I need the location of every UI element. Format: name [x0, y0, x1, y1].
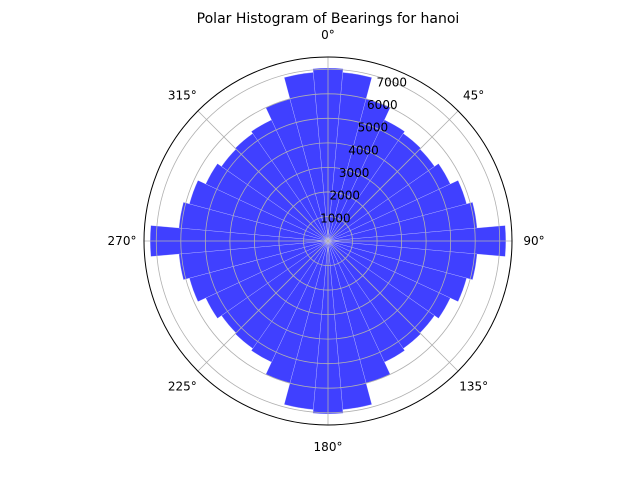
- angle-tick-label: 135°: [459, 380, 488, 394]
- angle-tick-label: 180°: [314, 440, 343, 454]
- angle-tick-label: 0°: [321, 28, 335, 42]
- radial-tick-label: 4000: [348, 143, 379, 157]
- radial-tick-label: 7000: [376, 75, 407, 89]
- radial-tick-label: 1000: [320, 211, 351, 225]
- angle-tick-label: 90°: [523, 234, 544, 248]
- radial-tick-label: 5000: [358, 121, 389, 135]
- grid-layer: [144, 57, 512, 425]
- radial-tick-label: 6000: [367, 98, 398, 112]
- angle-tick-label: 45°: [463, 88, 484, 102]
- radial-tick-label: 3000: [339, 166, 370, 180]
- angle-tick-label: 315°: [168, 88, 197, 102]
- angle-tick-label: 225°: [168, 380, 197, 394]
- radial-tick-label: 2000: [330, 189, 361, 203]
- chart-title: Polar Histogram of Bearings for hanoi: [197, 11, 460, 27]
- angle-tick-label: 270°: [108, 234, 137, 248]
